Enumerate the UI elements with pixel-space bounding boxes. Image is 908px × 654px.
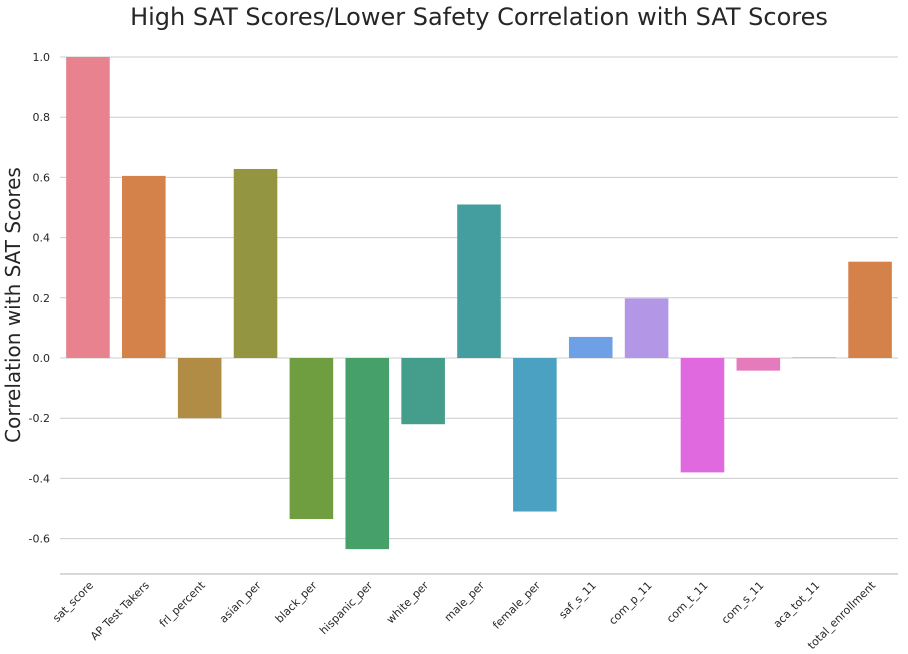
x-tick-label: female_per (490, 579, 543, 632)
x-tick-label: frl_percent (157, 578, 208, 629)
x-tick-label: black_per (273, 579, 320, 626)
y-tick-label: 0.6 (33, 171, 51, 184)
bar-female-per (513, 358, 557, 512)
bar-com-p-11 (625, 298, 669, 358)
bar-hispanic-per (345, 358, 389, 549)
bar-aca-tot-11 (792, 357, 836, 358)
bar-com-s-11 (737, 358, 781, 371)
y-axis-label: Correlation with SAT Scores (1, 167, 25, 443)
y-tick-label: 0.0 (33, 352, 51, 365)
y-tick-label: -0.2 (29, 412, 50, 425)
bar-black-per (290, 358, 334, 519)
bar-saf-s-11 (569, 337, 613, 358)
x-tick-label: white_per (384, 579, 432, 627)
chart-title: High SAT Scores/Lower Safety Correlation… (130, 3, 828, 31)
bar-asian-per (234, 169, 278, 358)
x-tick-label: sat_score (50, 579, 96, 625)
y-tick-label: -0.4 (29, 472, 50, 485)
bar-frl-percent (178, 358, 222, 418)
x-tick-label: male_per (442, 579, 488, 625)
x-tick-label: AP Test Takers (88, 579, 152, 643)
x-tick-label: aca_tot_11 (771, 579, 823, 631)
bar-com-t-11 (681, 358, 725, 472)
y-axis-ticks: -0.6 -0.4 -0.2 0.0 0.2 0.4 0.6 0.8 1.0 (29, 51, 50, 546)
y-tick-label: 0.8 (33, 111, 51, 124)
bar-total-enrollment (848, 262, 892, 358)
x-tick-label: saf_s_11 (556, 579, 598, 621)
y-tick-label: 0.2 (33, 292, 51, 305)
x-tick-label: com_s_11 (719, 579, 767, 627)
bars (66, 57, 892, 549)
bar-sat-score (66, 57, 110, 358)
bar-ap-test-takers (122, 176, 166, 358)
y-tick-label: 1.0 (33, 51, 51, 64)
x-tick-label: com_t_11 (664, 579, 711, 626)
x-tick-label: hispanic_per (317, 579, 376, 638)
y-tick-label: -0.6 (29, 533, 50, 546)
x-tick-label: com_p_11 (606, 579, 654, 627)
bar-white-per (401, 358, 445, 424)
bar-male-per (457, 204, 501, 358)
y-tick-label: 0.4 (33, 232, 51, 245)
x-tick-label: asian_per (217, 579, 264, 626)
